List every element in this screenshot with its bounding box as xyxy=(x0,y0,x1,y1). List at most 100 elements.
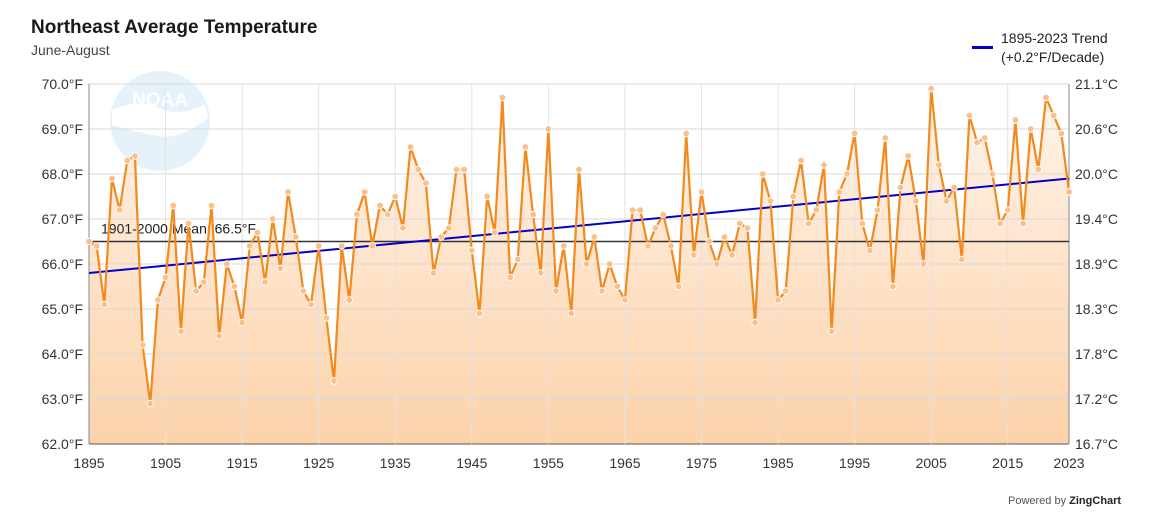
data-point[interactable] xyxy=(353,210,361,219)
data-point[interactable] xyxy=(705,237,713,246)
data-point[interactable] xyxy=(108,174,116,183)
data-point[interactable] xyxy=(92,242,101,250)
data-point[interactable] xyxy=(269,215,277,223)
data-point[interactable] xyxy=(927,84,935,93)
data-point[interactable] xyxy=(115,206,124,214)
data-point[interactable] xyxy=(996,219,1004,228)
data-point[interactable] xyxy=(537,269,545,277)
data-point[interactable] xyxy=(1034,165,1043,174)
data-point[interactable] xyxy=(866,246,874,255)
data-point[interactable] xyxy=(445,224,453,232)
data-point[interactable] xyxy=(475,309,484,318)
data-point[interactable] xyxy=(429,269,438,277)
data-point[interactable] xyxy=(559,242,568,250)
data-point[interactable] xyxy=(307,300,315,309)
data-point[interactable] xyxy=(743,224,752,232)
data-point[interactable] xyxy=(452,165,461,174)
data-point[interactable] xyxy=(889,282,897,291)
data-point[interactable] xyxy=(766,197,775,205)
data-point[interactable] xyxy=(598,287,606,295)
data-point[interactable] xyxy=(322,314,331,322)
data-point[interactable] xyxy=(215,332,223,340)
data-point[interactable] xyxy=(154,296,162,304)
data-point[interactable] xyxy=(1042,93,1050,102)
data-point[interactable] xyxy=(919,260,928,268)
data-point[interactable] xyxy=(506,273,514,282)
data-point[interactable] xyxy=(238,318,246,327)
data-point[interactable] xyxy=(100,300,109,309)
data-point[interactable] xyxy=(965,111,974,120)
data-point[interactable] xyxy=(697,188,706,196)
data-point[interactable] xyxy=(682,129,690,138)
data-point[interactable] xyxy=(812,206,821,214)
data-point[interactable] xyxy=(192,287,200,295)
data-point[interactable] xyxy=(406,143,415,151)
data-point[interactable] xyxy=(207,201,216,210)
data-point[interactable] xyxy=(621,296,629,304)
data-point[interactable] xyxy=(1004,206,1012,214)
legend[interactable]: 1895-2023 Trend (+0.2°F/Decade) xyxy=(972,29,1108,67)
data-point[interactable] xyxy=(422,179,430,187)
data-point[interactable] xyxy=(690,251,698,259)
data-point[interactable] xyxy=(628,206,637,214)
data-point[interactable] xyxy=(360,188,369,196)
data-point[interactable] xyxy=(644,242,652,250)
data-point[interactable] xyxy=(896,183,905,192)
data-point[interactable] xyxy=(797,156,805,165)
data-point[interactable] xyxy=(460,165,468,174)
data-point[interactable] xyxy=(468,246,476,255)
data-point[interactable] xyxy=(1011,116,1020,124)
data-point[interactable] xyxy=(759,170,767,178)
data-point[interactable] xyxy=(131,152,139,160)
data-point[interactable] xyxy=(552,287,560,295)
data-point[interactable] xyxy=(85,237,93,246)
data-point[interactable] xyxy=(843,170,851,178)
data-point[interactable] xyxy=(161,273,170,282)
data-point[interactable] xyxy=(544,125,553,133)
data-point[interactable] xyxy=(368,242,376,250)
data-point[interactable] xyxy=(950,183,958,192)
data-point[interactable] xyxy=(337,242,346,250)
data-point[interactable] xyxy=(246,242,254,250)
data-point[interactable] xyxy=(590,233,599,241)
data-point[interactable] xyxy=(261,278,269,286)
data-point[interactable] xyxy=(330,377,338,385)
data-point[interactable] xyxy=(253,228,262,237)
data-point[interactable] xyxy=(1057,129,1066,138)
data-point[interactable] xyxy=(736,219,744,228)
data-point[interactable] xyxy=(1049,111,1058,120)
data-point[interactable] xyxy=(529,210,537,219)
data-point[interactable] xyxy=(973,138,981,147)
data-point[interactable] xyxy=(881,134,889,142)
data-point[interactable] xyxy=(912,197,920,205)
data-point[interactable] xyxy=(850,129,859,138)
data-point[interactable] xyxy=(177,327,185,336)
data-point[interactable] xyxy=(1027,125,1035,133)
data-point[interactable] xyxy=(437,233,445,241)
data-point[interactable] xyxy=(184,219,193,228)
data-point[interactable] xyxy=(483,192,491,201)
data-point[interactable] xyxy=(774,296,782,304)
data-point[interactable] xyxy=(146,399,154,408)
data-point[interactable] xyxy=(1019,219,1027,228)
data-point[interactable] xyxy=(514,255,522,264)
data-point[interactable] xyxy=(713,260,721,268)
data-point[interactable] xyxy=(942,197,951,205)
data-point[interactable] xyxy=(491,228,499,237)
data-point[interactable] xyxy=(789,192,798,201)
data-point[interactable] xyxy=(751,318,759,327)
data-point[interactable] xyxy=(981,134,989,142)
data-point[interactable] xyxy=(659,210,667,219)
data-point[interactable] xyxy=(521,143,530,151)
data-point[interactable] xyxy=(820,161,828,169)
data-point[interactable] xyxy=(575,165,583,174)
data-point[interactable] xyxy=(391,192,399,201)
data-point[interactable] xyxy=(728,251,736,259)
data-point[interactable] xyxy=(223,260,231,268)
data-point[interactable] xyxy=(169,201,177,210)
data-point[interactable] xyxy=(835,188,844,196)
data-point[interactable] xyxy=(827,327,836,336)
data-point[interactable] xyxy=(138,341,147,349)
data-point[interactable] xyxy=(276,264,285,273)
data-point[interactable] xyxy=(674,282,683,291)
